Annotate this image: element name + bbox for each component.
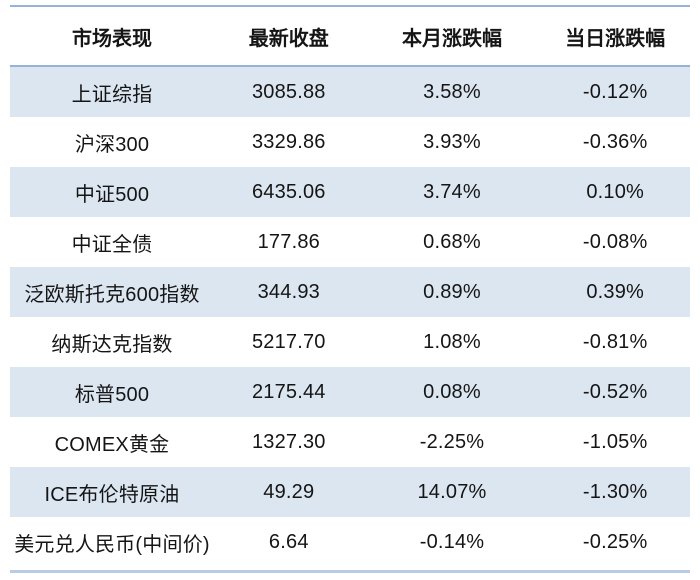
- cell-market-name: 中证500: [74, 183, 150, 206]
- cell-month-change: -2.25%: [419, 430, 485, 453]
- header-latest-close: 最新收盘: [214, 6, 364, 67]
- cell-latest-close: 6435.06: [251, 180, 326, 203]
- bottom-border-rule: [10, 570, 690, 573]
- cell-month-change: 3.74%: [423, 180, 481, 203]
- cell-month-change: 3.58%: [423, 80, 481, 103]
- cell-latest-close: 177.86: [257, 230, 320, 253]
- cell-day-change: 0.39%: [586, 280, 645, 303]
- cell-latest-close: 49.29: [263, 480, 315, 503]
- header-day-change: 当日涨跌幅: [540, 6, 690, 67]
- market-performance-table: 市场表现 最新收盘 本月涨跌幅 当日涨跌幅 上证综指 3085.88 3.58%…: [10, 5, 690, 567]
- cell-market-name: 纳斯达克指数: [51, 333, 173, 356]
- cell-latest-close: 344.93: [257, 280, 320, 303]
- cell-month-change: 0.08%: [423, 380, 481, 403]
- cell-month-change: 0.89%: [423, 280, 481, 303]
- cell-month-change: 14.07%: [417, 480, 487, 503]
- cell-day-change: -0.12%: [582, 80, 648, 103]
- table-row: 美元兑人民币(中间价) 6.64 -0.14% -0.25%: [10, 517, 690, 567]
- cell-market-name: 上证综指: [71, 83, 153, 106]
- cell-market-name: ICE布伦特原油: [44, 483, 180, 506]
- cell-day-change: 0.10%: [586, 180, 645, 203]
- header-month-change: 本月涨跌幅: [363, 6, 541, 67]
- cell-latest-close: 3085.88: [251, 80, 326, 103]
- cell-month-change: 1.08%: [423, 330, 481, 353]
- table-row: 上证综指 3085.88 3.58% -0.12%: [10, 66, 690, 117]
- cell-latest-close: 3329.86: [251, 130, 326, 153]
- table-row: 标普500 2175.44 0.08% -0.52%: [10, 367, 690, 417]
- header-row: 市场表现 最新收盘 本月涨跌幅 当日涨跌幅: [10, 6, 690, 67]
- table-row: 中证全债 177.86 0.68% -0.08%: [10, 217, 690, 267]
- cell-market-name: 泛欧斯托克600指数: [24, 283, 200, 306]
- cell-day-change: -0.08%: [582, 230, 648, 253]
- cell-day-change: -0.81%: [582, 330, 648, 353]
- cell-day-change: -0.25%: [582, 530, 648, 553]
- cell-day-change: -1.30%: [582, 480, 648, 503]
- cell-month-change: 0.68%: [423, 230, 481, 253]
- cell-month-change: -0.14%: [419, 530, 485, 553]
- cell-month-change: 3.93%: [423, 130, 481, 153]
- table-row: 纳斯达克指数 5217.70 1.08% -0.81%: [10, 317, 690, 367]
- cell-day-change: -0.52%: [582, 380, 648, 403]
- table-row: 中证500 6435.06 3.74% 0.10%: [10, 167, 690, 217]
- cell-market-name: 沪深300: [74, 133, 150, 156]
- cell-latest-close: 6.64: [268, 530, 309, 553]
- cell-market-name: 美元兑人民币(中间价): [14, 533, 210, 556]
- cell-market-name: 中证全债: [71, 233, 153, 256]
- cell-latest-close: 5217.70: [251, 330, 326, 353]
- table-row: ICE布伦特原油 49.29 14.07% -1.30%: [10, 467, 690, 517]
- table-row: COMEX黄金 1327.30 -2.25% -1.05%: [10, 417, 690, 467]
- cell-market-name: 标普500: [74, 383, 150, 406]
- cell-latest-close: 2175.44: [251, 380, 326, 403]
- table-row: 泛欧斯托克600指数 344.93 0.89% 0.39%: [10, 267, 690, 317]
- cell-day-change: -0.36%: [582, 130, 648, 153]
- table-row: 沪深300 3329.86 3.93% -0.36%: [10, 117, 690, 167]
- cell-day-change: -1.05%: [582, 430, 648, 453]
- cell-latest-close: 1327.30: [251, 430, 326, 453]
- cell-market-name: COMEX黄金: [54, 433, 170, 456]
- header-market-name: 市场表现: [10, 6, 214, 67]
